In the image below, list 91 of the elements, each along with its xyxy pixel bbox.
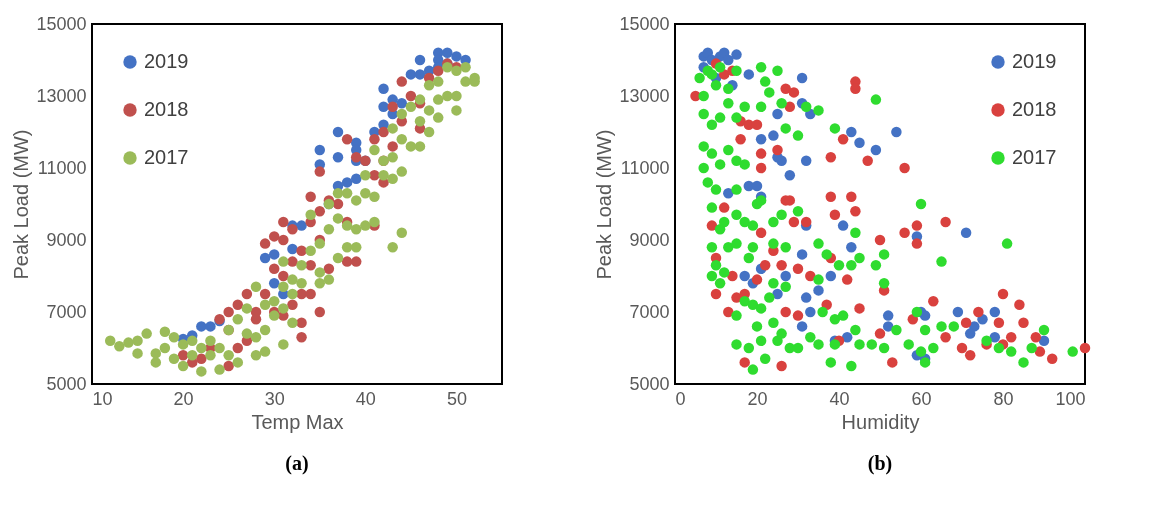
y-axis-title: Peak Load (MW) [10,129,33,280]
y-tick-label: 11000 [620,157,670,178]
y-tick-label: 7000 [46,301,87,322]
point [796,249,808,260]
point [846,126,857,138]
point [960,227,972,239]
x-axis-title: Temp Max [251,410,344,433]
point [784,169,796,181]
point [854,137,865,149]
y-tick-label: 7000 [629,301,670,322]
point [772,108,783,120]
x-tick-label: 50 [446,388,467,409]
x-tick-label: 0 [675,388,686,409]
x-tick-label: 40 [829,388,850,409]
point [205,321,216,332]
point [755,133,767,145]
point [800,292,812,303]
legend-label: 2017 [144,146,189,168]
point [989,306,1001,318]
y-tick-label: 15000 [36,13,87,34]
legend-label: 2017 [1012,146,1057,168]
point [341,177,353,188]
point [800,155,812,167]
point [882,321,894,332]
point [723,187,734,199]
point [919,310,931,321]
point [952,306,964,318]
x-tick-label: 20 [747,388,768,409]
point [837,220,849,231]
x-tick-label: 20 [173,388,194,409]
legend-label: 2019 [144,50,189,72]
point [396,97,408,109]
legend-label: 2018 [144,98,189,120]
point [870,144,882,156]
point [268,249,280,260]
point [813,285,824,296]
point [776,155,787,167]
text: (b) [867,452,893,475]
point [414,69,426,80]
point [287,243,298,255]
x-tick-label: 30 [264,388,285,409]
point [451,51,462,62]
point [780,270,791,282]
x-tick-label: 40 [355,388,376,409]
x-axis-title: Humidity [841,410,920,433]
point [332,126,344,138]
point [268,277,280,289]
y-tick-label: 5000 [629,373,670,394]
text: (a) [285,452,309,475]
y-tick-label: 13000 [619,85,670,106]
point [723,54,734,66]
point [378,83,389,95]
y-tick-label: 9000 [629,229,670,250]
point [350,173,362,185]
point [825,270,837,282]
y-tick-label: 5000 [46,373,87,394]
point [891,126,902,138]
point [414,54,426,66]
point [442,47,453,59]
point [314,144,326,156]
y-tick-label: 9000 [46,229,87,250]
point [796,321,808,332]
x-tick-label: 60 [911,388,932,409]
point [731,49,742,60]
point [259,252,271,264]
point [1038,335,1050,347]
point [805,306,816,318]
point [196,321,207,332]
x-tick-label: 100 [1055,388,1086,409]
y-tick-label: 13000 [36,85,87,106]
point [772,288,783,300]
y-tick-label: 11000 [37,157,87,178]
point [989,331,1001,343]
point [796,72,808,84]
x-tick-label: 80 [993,388,1014,409]
y-tick-label: 15000 [619,13,670,34]
point [743,69,755,80]
legend-label: 2019 [1012,50,1057,72]
point [378,101,389,113]
legend-label: 2018 [1012,98,1057,120]
y-axis-title: Peak Load (MW) [593,129,616,280]
point [882,310,894,321]
point [768,130,779,141]
point [964,328,976,339]
point [739,270,750,282]
point [332,151,344,163]
point [405,69,417,80]
point [846,241,857,253]
point [841,331,853,343]
point [296,220,307,231]
x-tick-label: 10 [92,388,113,409]
